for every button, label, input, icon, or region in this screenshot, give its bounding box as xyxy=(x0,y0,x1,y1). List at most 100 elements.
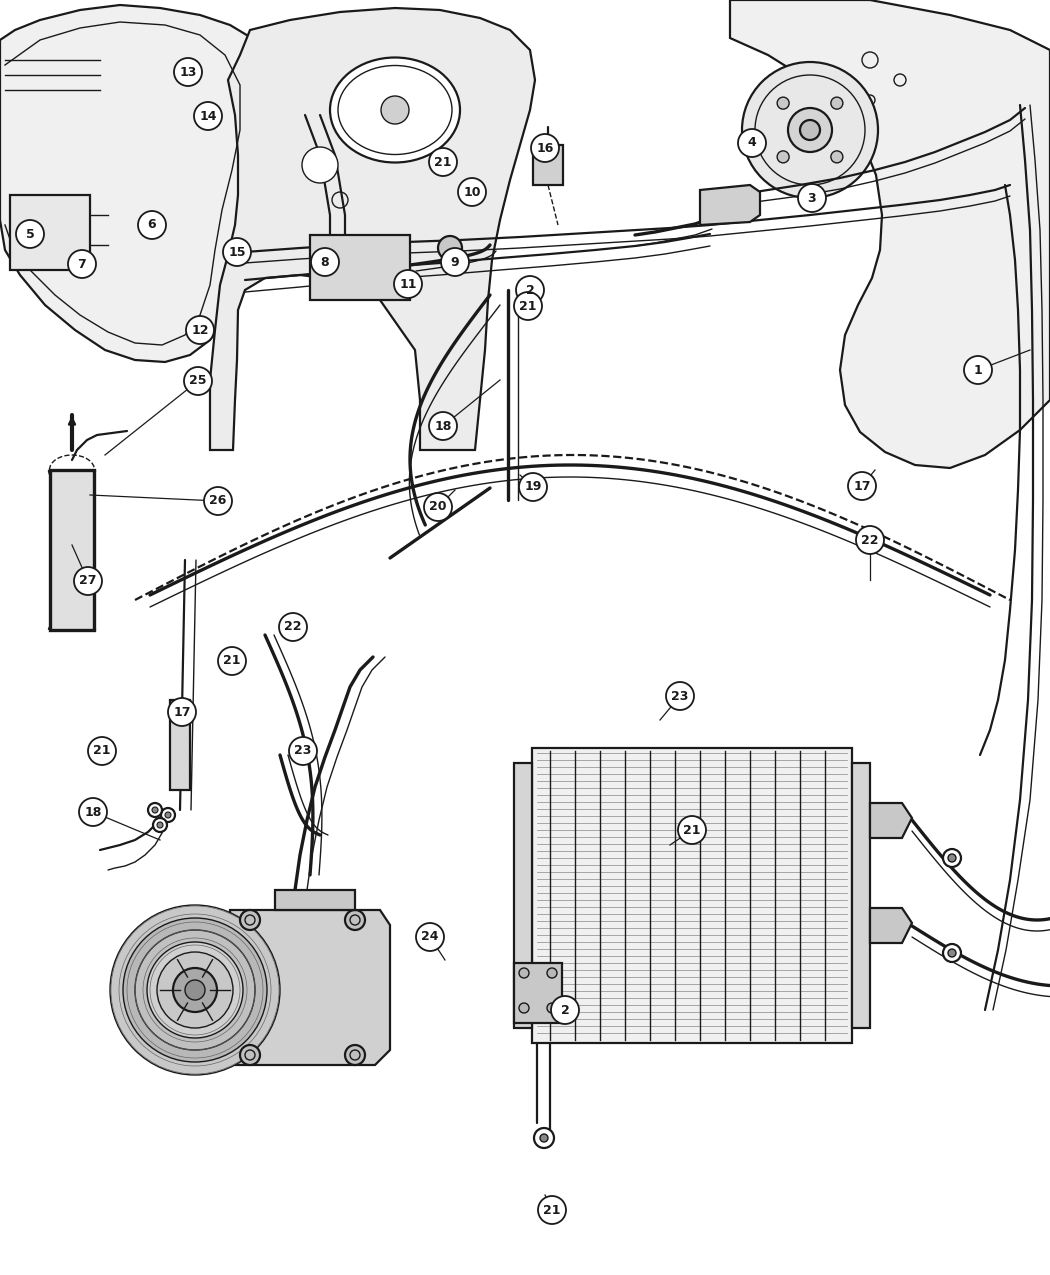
Circle shape xyxy=(161,808,175,822)
Text: 20: 20 xyxy=(429,501,446,514)
Polygon shape xyxy=(870,803,912,838)
Ellipse shape xyxy=(330,57,460,162)
Text: 11: 11 xyxy=(399,278,417,291)
Circle shape xyxy=(16,221,44,249)
Polygon shape xyxy=(310,235,410,300)
Text: 16: 16 xyxy=(537,142,553,154)
Text: 10: 10 xyxy=(463,185,481,199)
Circle shape xyxy=(519,473,547,501)
Circle shape xyxy=(964,356,992,384)
Circle shape xyxy=(345,1046,365,1065)
Circle shape xyxy=(547,968,557,978)
Text: 3: 3 xyxy=(807,191,816,204)
Polygon shape xyxy=(210,8,536,450)
Circle shape xyxy=(223,238,251,266)
Polygon shape xyxy=(533,145,563,185)
Circle shape xyxy=(240,1046,260,1065)
Circle shape xyxy=(173,968,217,1012)
Text: 8: 8 xyxy=(320,255,330,269)
Circle shape xyxy=(798,184,826,212)
Circle shape xyxy=(147,942,243,1038)
Circle shape xyxy=(516,275,544,303)
Text: 21: 21 xyxy=(435,156,452,168)
Text: 18: 18 xyxy=(84,806,102,819)
Text: 22: 22 xyxy=(285,621,301,634)
Circle shape xyxy=(138,210,166,238)
Text: 4: 4 xyxy=(748,136,756,149)
Circle shape xyxy=(848,472,876,500)
Text: 9: 9 xyxy=(450,255,459,269)
Circle shape xyxy=(204,487,232,515)
Circle shape xyxy=(123,918,267,1062)
Circle shape xyxy=(514,292,542,320)
Text: 23: 23 xyxy=(294,745,312,757)
Text: 15: 15 xyxy=(228,246,246,259)
Polygon shape xyxy=(170,700,190,790)
Text: 2: 2 xyxy=(561,1003,569,1016)
Text: 19: 19 xyxy=(524,481,542,493)
Circle shape xyxy=(538,1196,566,1224)
Circle shape xyxy=(429,148,457,176)
Circle shape xyxy=(458,179,486,207)
Circle shape xyxy=(547,1003,557,1014)
Text: 7: 7 xyxy=(78,258,86,270)
Ellipse shape xyxy=(381,96,410,124)
Circle shape xyxy=(152,807,158,813)
Polygon shape xyxy=(870,908,912,944)
Circle shape xyxy=(279,613,307,641)
Polygon shape xyxy=(230,910,390,1065)
Circle shape xyxy=(943,944,961,963)
Circle shape xyxy=(678,816,706,844)
Text: 26: 26 xyxy=(209,495,227,507)
Circle shape xyxy=(738,129,766,157)
Text: 12: 12 xyxy=(191,324,209,337)
Text: 27: 27 xyxy=(79,575,97,588)
Polygon shape xyxy=(50,470,94,630)
Circle shape xyxy=(788,108,832,152)
Circle shape xyxy=(194,102,222,130)
Polygon shape xyxy=(514,963,562,1023)
Circle shape xyxy=(186,316,214,344)
Polygon shape xyxy=(275,890,355,910)
Text: 17: 17 xyxy=(854,479,870,492)
Polygon shape xyxy=(532,748,852,1043)
Circle shape xyxy=(742,62,878,198)
Circle shape xyxy=(74,567,102,595)
Polygon shape xyxy=(730,0,1050,468)
Text: 21: 21 xyxy=(543,1204,561,1216)
Text: 24: 24 xyxy=(421,931,439,944)
Circle shape xyxy=(110,905,280,1075)
Circle shape xyxy=(165,812,171,819)
Circle shape xyxy=(218,646,246,674)
Circle shape xyxy=(289,737,317,765)
Circle shape xyxy=(311,249,339,275)
Circle shape xyxy=(666,682,694,710)
Circle shape xyxy=(948,949,956,958)
Circle shape xyxy=(948,854,956,862)
Circle shape xyxy=(856,527,884,555)
Circle shape xyxy=(540,1133,548,1142)
Circle shape xyxy=(174,57,202,85)
Polygon shape xyxy=(852,762,870,1028)
Circle shape xyxy=(943,849,961,867)
Text: 18: 18 xyxy=(435,419,452,432)
Text: 14: 14 xyxy=(200,110,216,122)
Circle shape xyxy=(135,929,255,1051)
Circle shape xyxy=(394,270,422,298)
Circle shape xyxy=(777,150,790,163)
Circle shape xyxy=(519,1003,529,1014)
Text: 2: 2 xyxy=(526,283,534,297)
Circle shape xyxy=(441,249,469,275)
Text: 1: 1 xyxy=(973,363,983,376)
Polygon shape xyxy=(0,5,275,362)
Text: 5: 5 xyxy=(25,227,35,241)
Text: 23: 23 xyxy=(671,690,689,703)
Circle shape xyxy=(88,737,116,765)
Polygon shape xyxy=(10,195,90,270)
Circle shape xyxy=(153,819,167,833)
Circle shape xyxy=(519,968,529,978)
Circle shape xyxy=(831,97,843,110)
Polygon shape xyxy=(700,185,760,224)
Text: 22: 22 xyxy=(861,533,879,547)
Circle shape xyxy=(302,147,338,184)
